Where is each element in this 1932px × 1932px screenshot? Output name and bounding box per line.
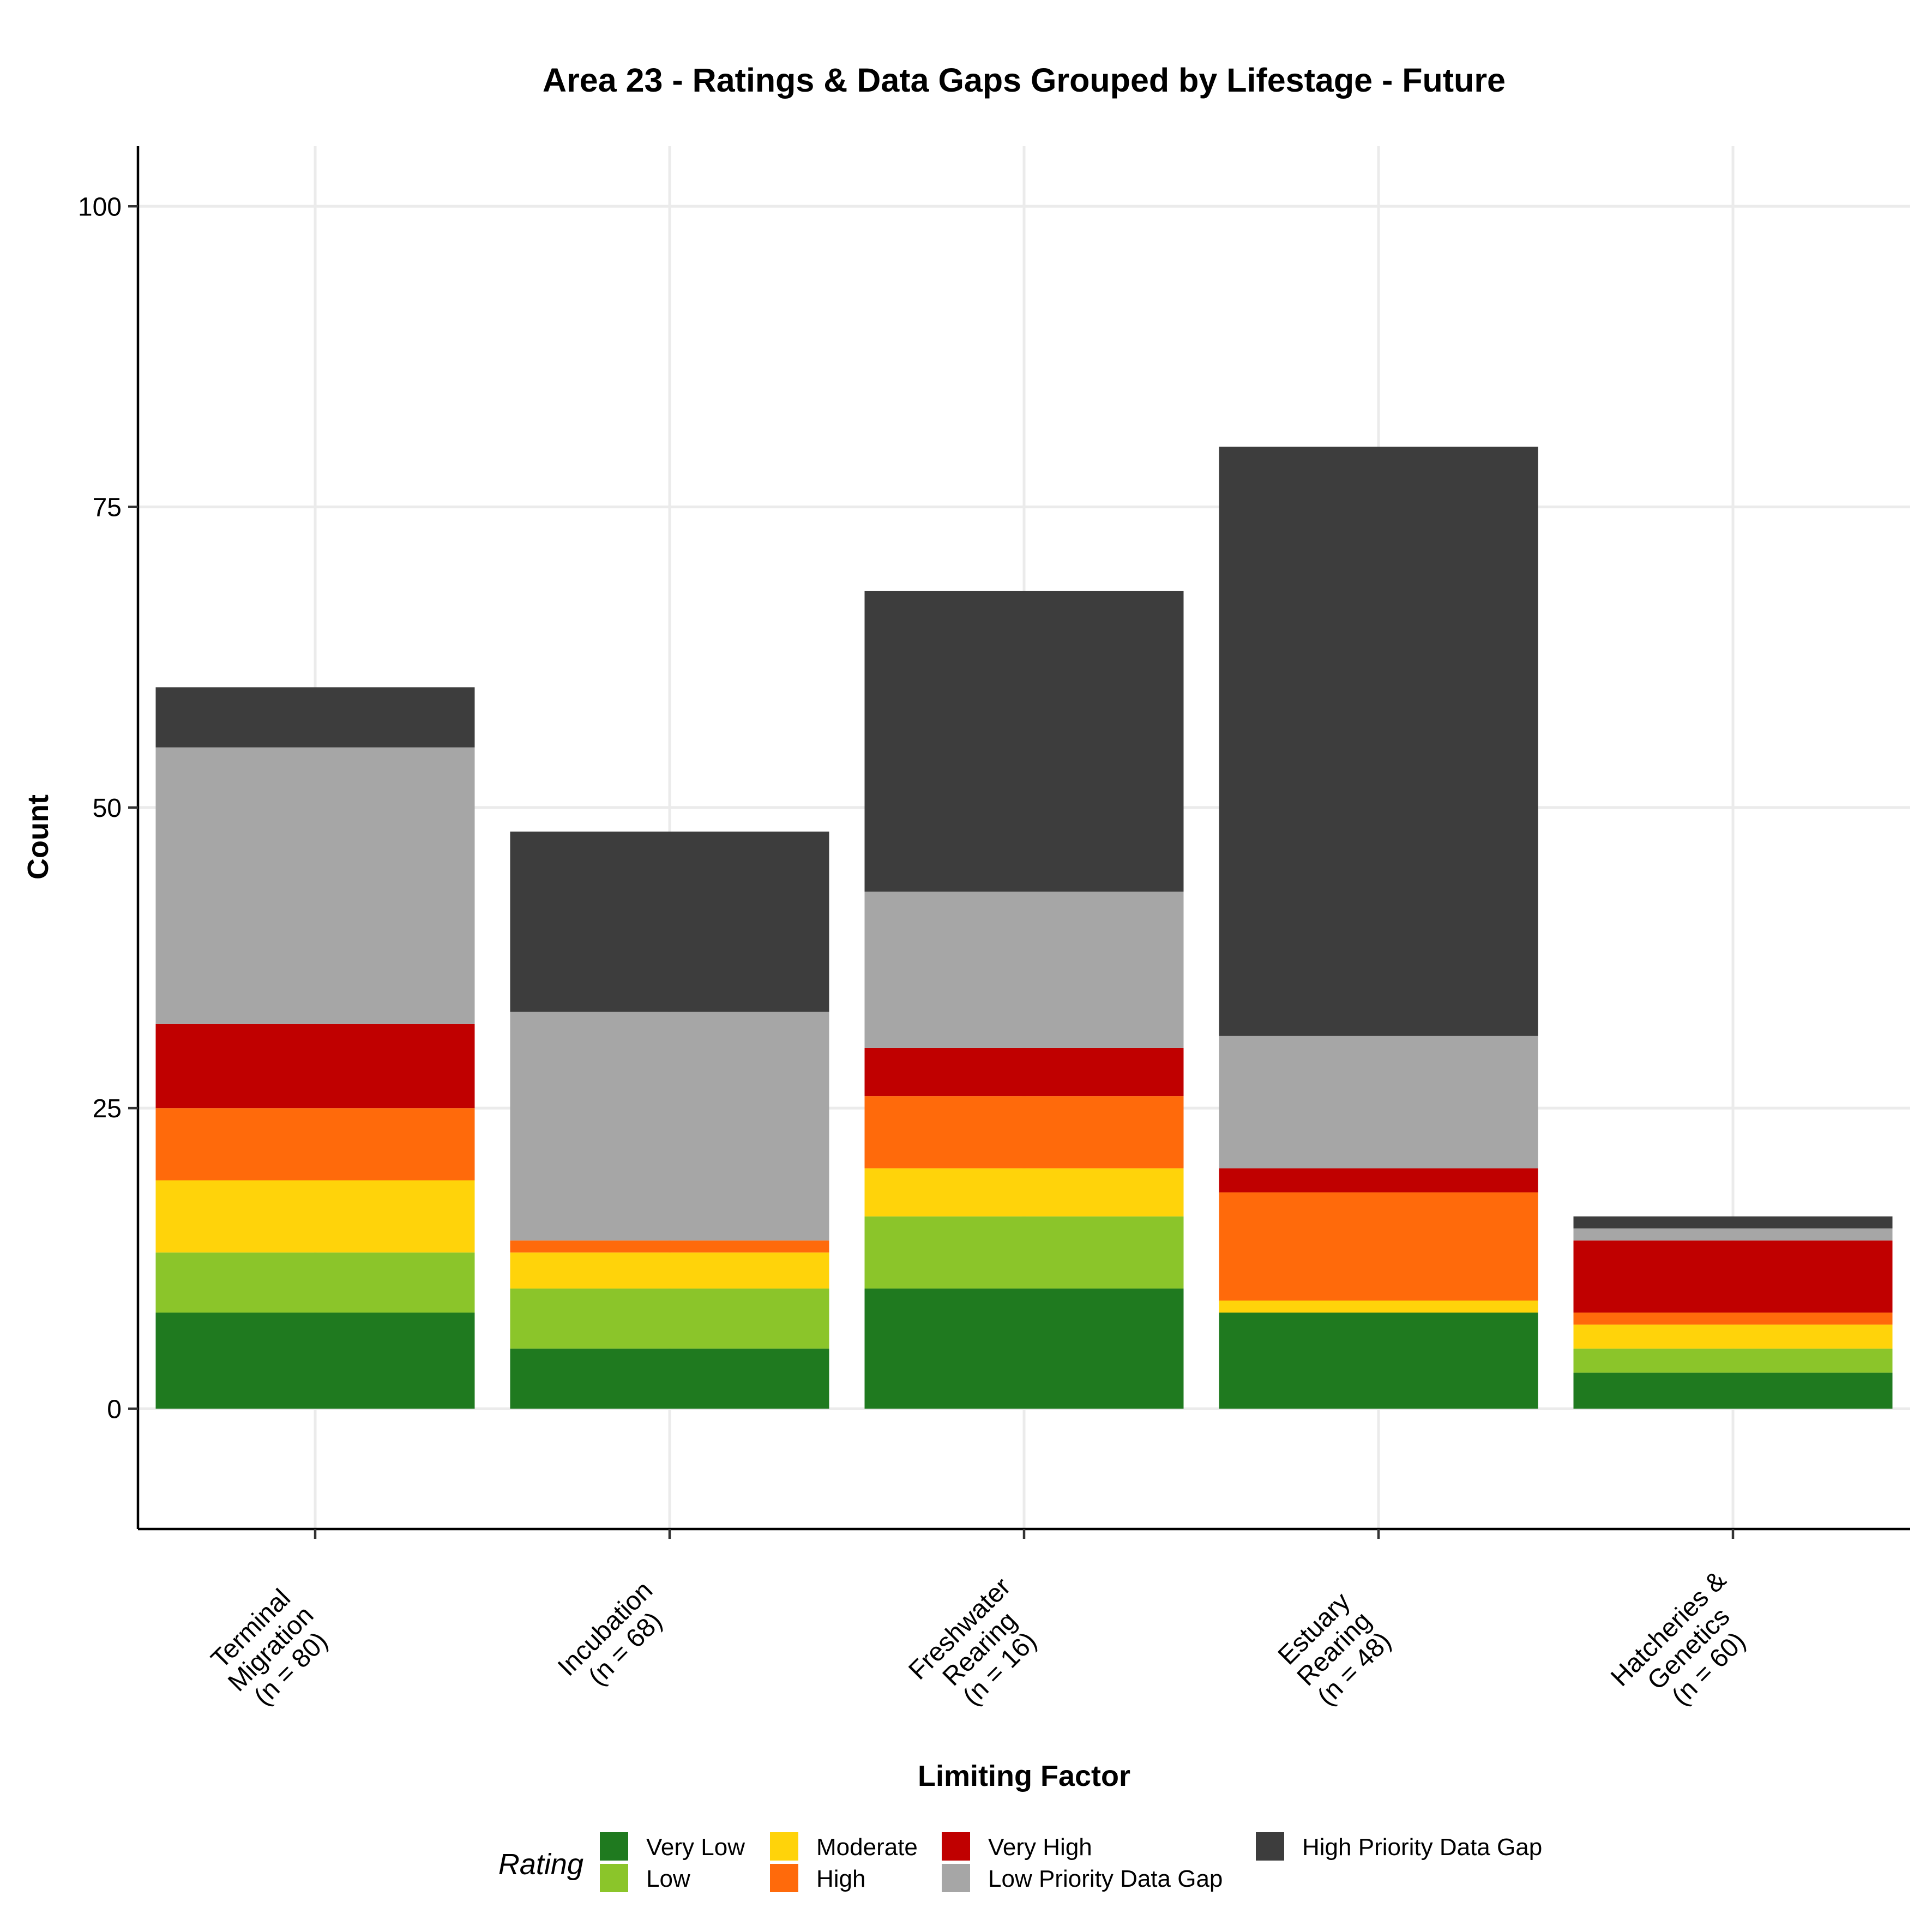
legend-swatch: [942, 1864, 970, 1892]
bar-segment: [1219, 1168, 1538, 1193]
bar-segment: [864, 892, 1184, 1048]
bar-segment: [510, 1252, 829, 1289]
y-tick-label: 75: [93, 493, 122, 522]
bar-segment: [510, 831, 829, 1012]
x-tick-label: EstuaryRearing(n = 48): [1272, 1586, 1397, 1712]
bar-segment: [1573, 1373, 1893, 1409]
bar-segment: [155, 687, 475, 748]
bar-segment: [1219, 1036, 1538, 1169]
x-tick-label: Hatcheries &Genetics(n = 60): [1605, 1566, 1772, 1732]
bar-segment: [155, 1313, 475, 1409]
y-tick-label: 25: [93, 1094, 122, 1123]
bar-segment: [864, 591, 1184, 892]
legend-swatch: [942, 1832, 970, 1861]
x-tick-label: TerminalMigration(n = 80): [203, 1580, 340, 1717]
x-axis-title: Limiting Factor: [918, 1760, 1130, 1792]
bar-segment: [155, 1252, 475, 1313]
legend-label: High Priority Data Gap: [1302, 1834, 1542, 1861]
legend-swatch: [770, 1832, 798, 1861]
bar-segment: [864, 1216, 1184, 1289]
bar-segment: [155, 1108, 475, 1181]
bar-segment: [510, 1240, 829, 1253]
legend-label: Very High: [988, 1834, 1092, 1861]
legend-swatch: [600, 1832, 628, 1861]
bar-segment: [1219, 447, 1538, 1036]
chart-title: Area 23 - Ratings & Data Gaps Grouped by…: [543, 62, 1506, 99]
x-tick-label: FreshwaterRearing(n = 16): [903, 1572, 1056, 1725]
legend-swatch: [600, 1864, 628, 1892]
legend: Rating Very Low Low Moderate High Very High Lo…: [498, 1832, 1542, 1892]
bar-segment: [155, 1024, 475, 1109]
bar-segment: [1219, 1192, 1538, 1301]
bar-segment: [1219, 1313, 1538, 1409]
legend-label: Low: [646, 1865, 690, 1892]
bar-segment: [155, 1180, 475, 1253]
bar-segment: [155, 747, 475, 1024]
bar-segment: [510, 1288, 829, 1349]
legend-swatch: [770, 1864, 798, 1892]
bar-segment: [1573, 1313, 1893, 1325]
bar-segment: [1573, 1240, 1893, 1313]
bar-segment: [1573, 1325, 1893, 1349]
legend-label: High: [816, 1865, 866, 1892]
bar-segment: [864, 1288, 1184, 1409]
y-axis-title: Count: [22, 795, 55, 880]
legend-label: Very Low: [646, 1834, 745, 1861]
bar-segment: [864, 1096, 1184, 1169]
legend-title: Rating: [498, 1848, 583, 1881]
bar-segment: [1219, 1301, 1538, 1313]
y-tick-label: 100: [78, 192, 122, 221]
bar-segment: [1573, 1216, 1893, 1229]
bar-segment: [1573, 1349, 1893, 1373]
bar-segment: [864, 1048, 1184, 1097]
x-tick-label: Incubation(n = 68): [552, 1576, 678, 1702]
y-tick-label: 50: [93, 794, 122, 823]
bar-segment: [864, 1168, 1184, 1217]
legend-swatch: [1256, 1832, 1284, 1861]
bar-segment: [510, 1012, 829, 1241]
bar-segment: [510, 1349, 829, 1409]
bar-segment: [1573, 1228, 1893, 1241]
y-tick-label: 0: [107, 1395, 122, 1424]
legend-label: Moderate: [816, 1834, 918, 1861]
legend-label: Low Priority Data Gap: [988, 1865, 1223, 1892]
